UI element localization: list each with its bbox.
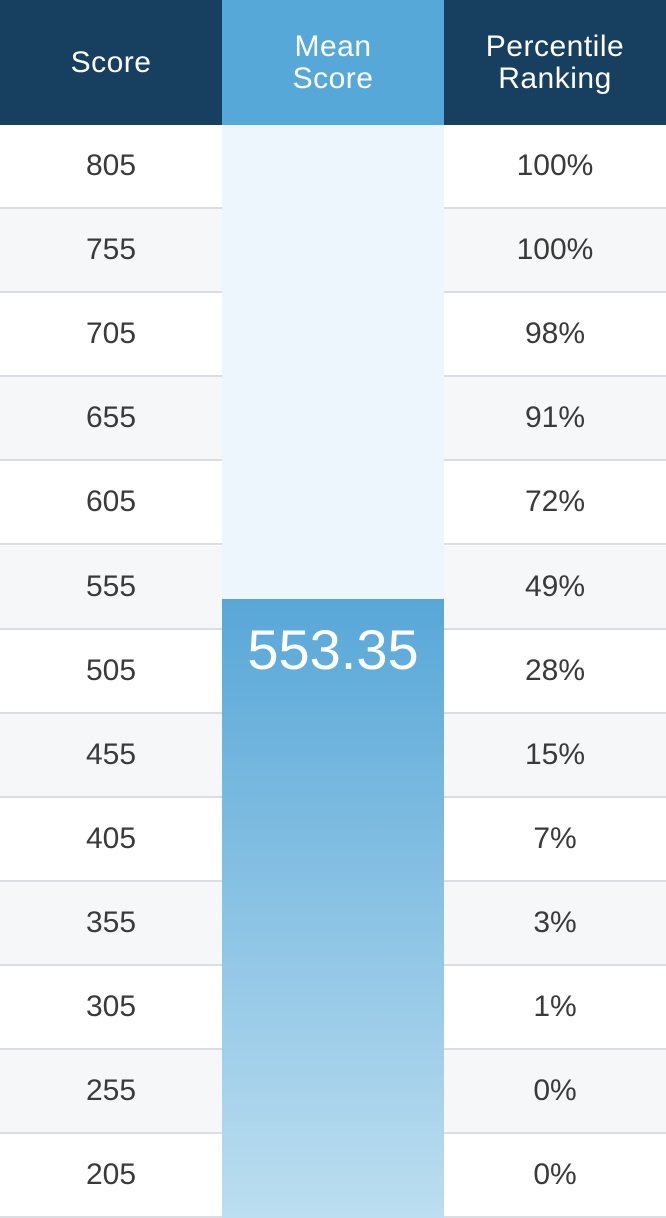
header-score-label: Score (70, 45, 152, 79)
percentile-cell: 3% (533, 905, 577, 939)
score-cell: 605 (85, 485, 137, 519)
percentile-cell: 100% (516, 149, 594, 182)
score-cell: 705 (85, 317, 137, 351)
percentile-cell: 15% (524, 737, 586, 771)
header-pct-line2: Ranking (498, 61, 612, 95)
percentile-cell: 7% (533, 821, 577, 855)
score-cell: 805 (85, 149, 137, 182)
header-mean-line2: Score (292, 61, 374, 95)
percentile-cell: 28% (524, 653, 586, 687)
header-percentile-ranking: Percentile Ranking (444, 0, 666, 125)
percentile-cell: 72% (524, 485, 586, 519)
mean-score-bar: 553.35 (222, 599, 444, 1218)
header-pct-line1: Percentile (485, 29, 625, 63)
percentile-cell: 49% (524, 569, 586, 603)
score-cell: 655 (85, 401, 137, 435)
percentile-cell: 1% (533, 990, 577, 1023)
score-cell: 255 (85, 1074, 137, 1108)
percentile-cell: 98% (524, 317, 586, 351)
mean-score-value: 553.35 (247, 618, 419, 682)
header-score: Score (0, 0, 222, 125)
score-cell: 505 (85, 653, 137, 687)
score-cell: 405 (85, 821, 137, 855)
score-cell: 355 (85, 905, 137, 939)
score-cell: 305 (85, 990, 137, 1023)
score-cell: 555 (85, 569, 137, 603)
percentile-cell: 100% (516, 233, 594, 267)
header-mean-line1: Mean (294, 29, 372, 63)
score-cell: 455 (85, 737, 137, 771)
header-mean-score: Mean Score (222, 0, 444, 125)
percentile-cell: 0% (533, 1158, 577, 1192)
score-cell: 755 (85, 233, 137, 267)
percentile-cell: 91% (524, 401, 586, 435)
score-cell: 205 (85, 1158, 137, 1192)
percentile-cell: 0% (533, 1074, 577, 1108)
